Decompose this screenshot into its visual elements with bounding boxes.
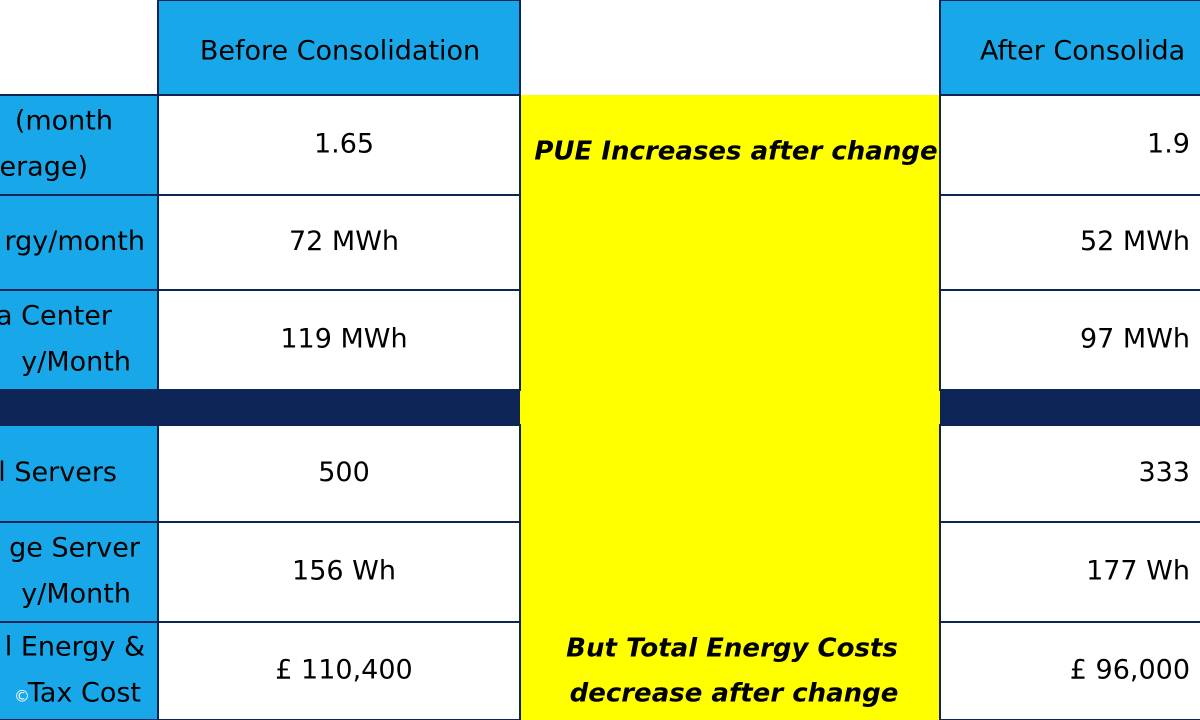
after-value: 177 Wh — [1086, 556, 1190, 587]
label-cell — [0, 424, 159, 523]
row-label: Tax Cost — [27, 678, 141, 709]
value-cell — [939, 621, 1200, 720]
header-cell — [939, 0, 1200, 96]
row-label: erage) — [0, 152, 88, 183]
note-bottom: But Total Energy Costs — [566, 634, 898, 664]
after-value: 1.9 — [1147, 129, 1190, 160]
after-value: 52 MWh — [1080, 226, 1190, 257]
divider-band — [0, 390, 520, 425]
before-value: 156 Wh — [292, 556, 396, 587]
value-cell — [939, 94, 1200, 196]
row-label: y/Month — [21, 579, 131, 610]
row-label: (month — [15, 106, 113, 137]
watermark: © — [14, 687, 30, 706]
after-value: 97 MWh — [1080, 324, 1190, 355]
header-cell — [157, 0, 521, 96]
note-top: PUE Increases after change — [534, 137, 937, 167]
value-cell — [157, 621, 521, 720]
value-cell — [157, 94, 521, 196]
before-value: 119 MWh — [280, 324, 407, 355]
value-cell — [157, 194, 521, 291]
before-value: 1.65 — [314, 129, 374, 160]
row-label: y/Month — [21, 347, 131, 378]
value-cell — [939, 424, 1200, 523]
value-cell — [939, 521, 1200, 623]
divider-band — [940, 390, 1200, 425]
value-cell — [939, 194, 1200, 291]
before-value: 500 — [318, 457, 370, 488]
row-label: ge Server — [9, 533, 141, 564]
row-label: l Energy & — [5, 632, 145, 663]
value-cell — [939, 289, 1200, 391]
before-value: 72 MWh — [289, 226, 399, 257]
value-cell — [157, 424, 521, 523]
label-cell — [0, 289, 159, 391]
header-text: After Consolida — [980, 36, 1185, 67]
value-cell — [157, 289, 521, 391]
label-cell — [0, 94, 159, 196]
header-text: Before Consolidation — [200, 36, 480, 67]
row-label: a Center — [0, 301, 113, 332]
after-value: 333 — [1138, 457, 1190, 488]
value-cell — [157, 521, 521, 623]
row-label: rgy/month — [5, 226, 145, 257]
note-column — [520, 95, 940, 720]
after-value: £ 96,000 — [1070, 655, 1190, 686]
note-bottom: decrease after change — [570, 679, 899, 709]
row-label: l Servers — [0, 457, 117, 488]
header-blank — [0, 0, 158, 95]
before-value: £ 110,400 — [275, 655, 412, 686]
